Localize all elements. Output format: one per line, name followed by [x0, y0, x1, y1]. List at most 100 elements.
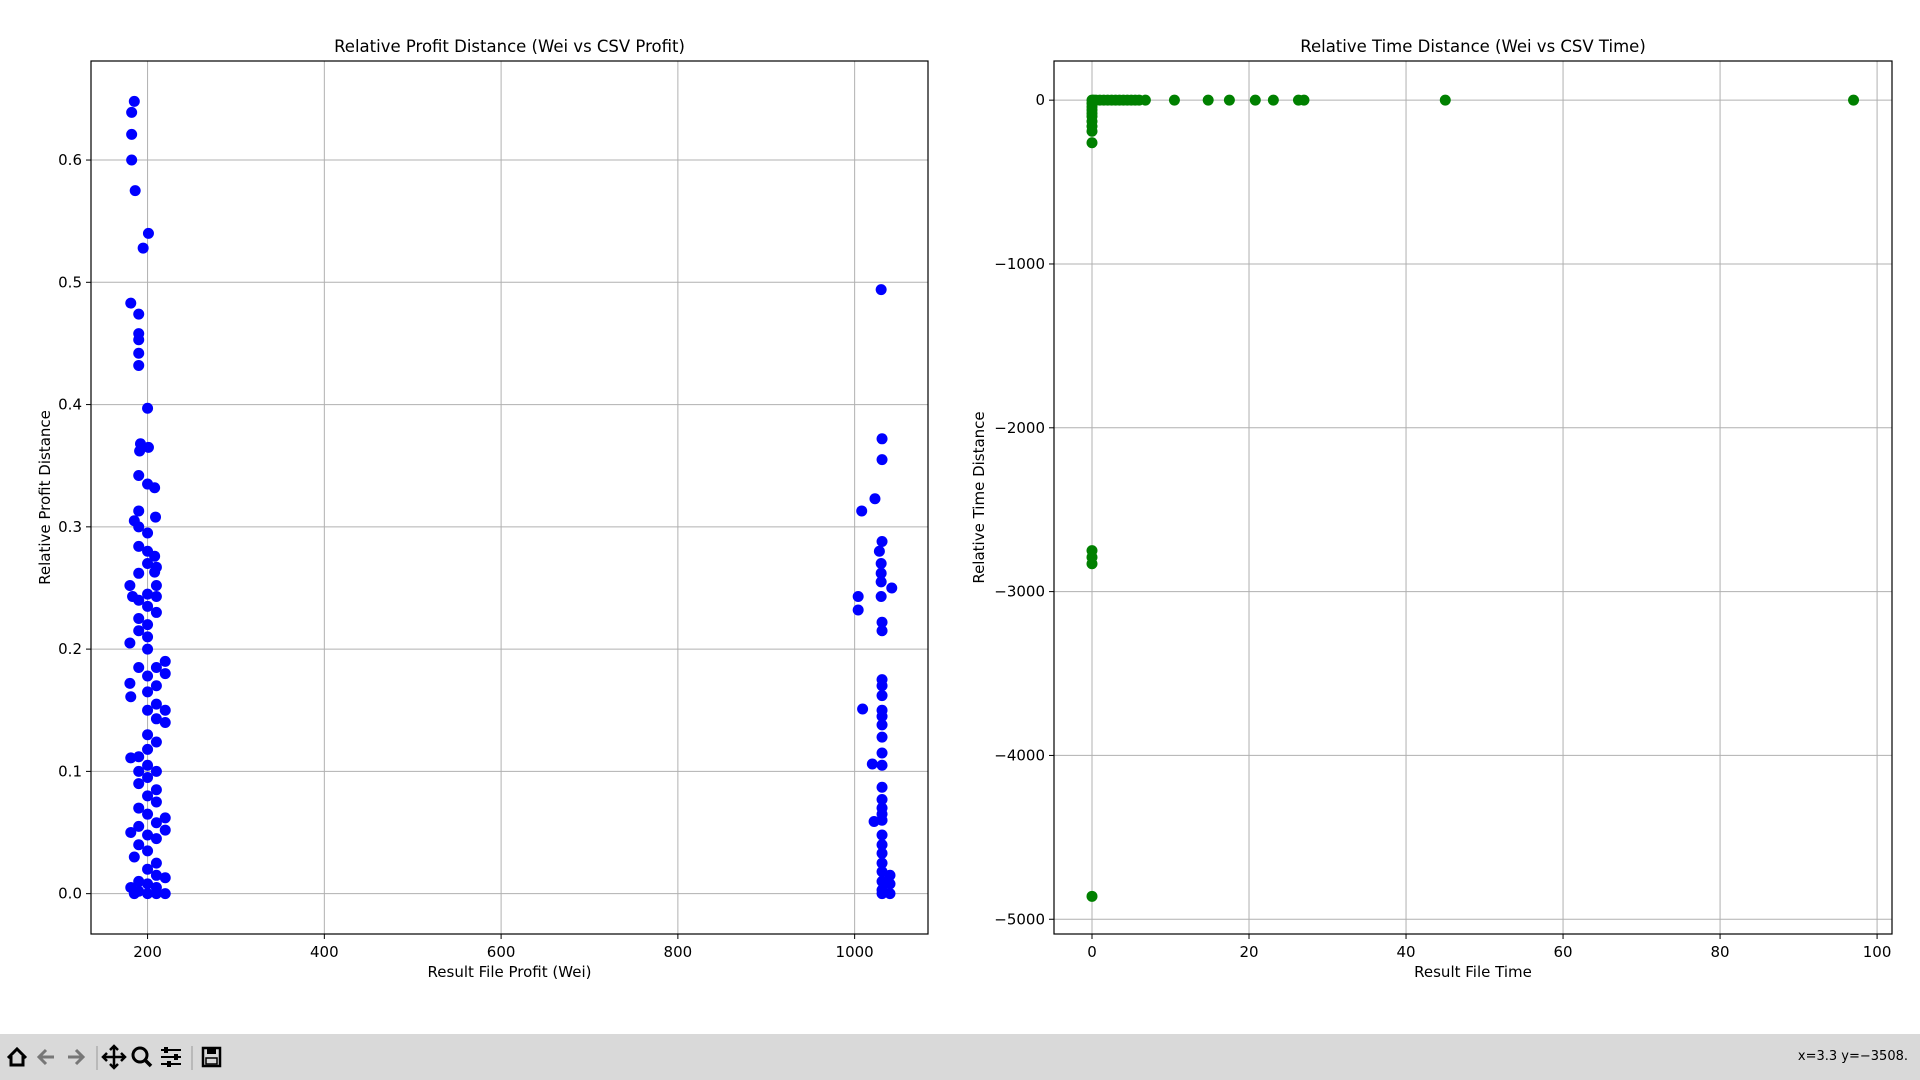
x-axis-label: Result File Time [1414, 963, 1532, 981]
figure: 200 400 600 800 10000.00.10.20.30.40.50.6Rel… [36, 37, 1893, 981]
chart-title: Relative Time Distance (Wei vs CSV Time) [1300, 37, 1646, 56]
y-tick-label: 0 [1035, 91, 1045, 109]
configure-button[interactable] [161, 1047, 181, 1067]
point [125, 827, 137, 839]
point [142, 790, 154, 802]
y-tick-label: 0.3 [58, 518, 82, 536]
point [133, 661, 145, 673]
point [1298, 94, 1310, 106]
point [133, 802, 145, 814]
toolbar-icons [6, 1044, 222, 1070]
home-button[interactable] [6, 1046, 28, 1067]
point [159, 668, 171, 680]
zoom-button[interactable] [131, 1046, 153, 1068]
point [1086, 137, 1098, 149]
point [875, 567, 887, 579]
point [150, 833, 162, 845]
point [142, 643, 154, 655]
point [142, 527, 154, 539]
x-tick-label: 200 [133, 943, 162, 961]
y-tick-label: −5000 [994, 910, 1045, 928]
back-button[interactable] [36, 1048, 54, 1066]
point [1249, 94, 1261, 106]
point [159, 655, 171, 667]
point [1086, 558, 1098, 570]
point [150, 869, 162, 881]
point [1086, 890, 1098, 902]
point [133, 308, 145, 320]
point [150, 796, 162, 808]
point [133, 521, 145, 533]
point [876, 847, 888, 859]
save-button[interactable] [201, 1046, 222, 1068]
point [125, 752, 137, 764]
point [875, 284, 887, 296]
point [150, 857, 162, 869]
point [142, 704, 154, 716]
point [133, 567, 145, 579]
status-text: x=3.3 y=−3508. [1797, 1049, 1908, 1064]
pan-button[interactable] [101, 1044, 127, 1070]
point [149, 482, 161, 494]
point [133, 469, 145, 481]
point [1168, 94, 1180, 106]
point [133, 594, 145, 606]
point [142, 402, 154, 414]
point [884, 869, 896, 881]
point [159, 812, 171, 824]
point [886, 582, 898, 594]
y-tick-label: 0.2 [58, 640, 82, 658]
point [875, 558, 887, 570]
point [142, 588, 154, 600]
point [142, 558, 154, 570]
point [876, 719, 888, 731]
point [866, 758, 878, 770]
point [128, 851, 140, 863]
y-tick-label: −1000 [994, 255, 1045, 273]
point [884, 878, 896, 890]
plot-frame [1053, 60, 1893, 935]
point [876, 888, 888, 900]
point [142, 888, 154, 900]
point [1139, 94, 1151, 106]
point [124, 677, 136, 689]
point [856, 505, 868, 517]
point [876, 536, 888, 548]
point [876, 794, 888, 806]
point [125, 691, 137, 703]
point [876, 829, 888, 841]
y-axis-label: Relative Profit Distance [36, 410, 54, 585]
x-tick-label: 20 [1239, 943, 1258, 961]
point [150, 511, 162, 523]
point [150, 888, 162, 900]
point [876, 731, 888, 743]
point [126, 154, 138, 166]
point [150, 698, 162, 710]
point [149, 566, 161, 578]
x-tick-label: 100 [1863, 943, 1892, 961]
point [133, 875, 145, 887]
point [876, 690, 888, 702]
point [159, 716, 171, 728]
point [150, 606, 162, 618]
point [876, 680, 888, 692]
point [876, 454, 888, 466]
point [126, 106, 138, 118]
forward-button[interactable] [68, 1048, 86, 1066]
toolbar: x=3.3 y=−3508. [0, 1034, 1920, 1080]
chart: 200 400 600 800 1000 0.0 0.1 0.2 0.3 0.4 0.5 0.6 Rel… [36, 37, 929, 981]
point [125, 297, 137, 309]
point [149, 550, 161, 562]
point [142, 863, 154, 875]
point [142, 759, 154, 771]
point [150, 661, 162, 673]
x-axis-label: Result File Profit (Wei) [428, 963, 592, 981]
x-tick-label: 1000 [836, 943, 874, 961]
point [128, 888, 140, 900]
point [142, 771, 154, 783]
y-tick-label: 0.6 [58, 151, 82, 169]
point [133, 334, 145, 346]
point [876, 433, 888, 445]
y-tick-label: −2000 [994, 419, 1045, 437]
